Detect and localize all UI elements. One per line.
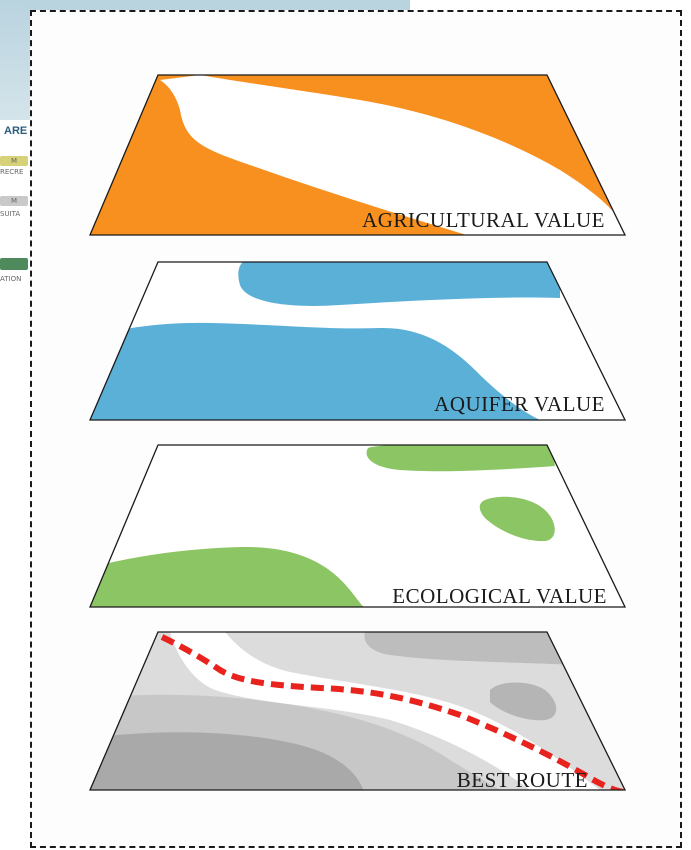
background-row-text: SUITA (0, 210, 21, 218)
best-route-path (160, 634, 625, 790)
route-white-corridor (170, 632, 600, 790)
background-chip-yellow (0, 156, 28, 166)
ecological-outline (89, 444, 627, 608)
ecological-label: ECOLOGICAL VALUE (392, 584, 607, 608)
background-heading: ARE (4, 125, 28, 137)
route-outline (89, 631, 627, 791)
ecological-blob-right (479, 496, 555, 542)
ecological-blob-top (366, 445, 555, 472)
aquifer-label: AQUIFER VALUE (434, 392, 605, 416)
route-dark-blob (490, 682, 557, 721)
background-photo (0, 0, 30, 120)
aquifer-blob-bottom (90, 322, 540, 420)
background-chip-gray (0, 196, 28, 206)
background-row-text: ATION (0, 275, 22, 283)
agricultural-outline (89, 74, 627, 236)
ecological-blob-bottom (90, 547, 365, 607)
layer-agricultural: AGRICULTURAL VALUE (89, 74, 627, 236)
background-top-band (30, 0, 410, 12)
aquifer-outline (89, 261, 627, 421)
background-page-fragment: ARE M RECRE M SUITA ATION (0, 0, 30, 300)
background-row-text: RECRE (0, 168, 24, 176)
background-chip-text: M (11, 157, 18, 165)
background-chip-green (0, 258, 28, 270)
route-label: BEST ROUTE (457, 768, 588, 792)
agricultural-label: AGRICULTURAL VALUE (362, 208, 605, 232)
agricultural-white-band (160, 75, 625, 235)
layer-aquifer: AQUIFER VALUE (89, 261, 627, 421)
route-dark-bottom (90, 732, 365, 790)
route-dark-top-right (364, 632, 575, 665)
layer-ecological: ECOLOGICAL VALUE (89, 444, 627, 608)
background-chip-text: M (11, 197, 18, 205)
aquifer-blob-top (238, 262, 560, 306)
layer-best-route: BEST ROUTE (89, 631, 627, 792)
